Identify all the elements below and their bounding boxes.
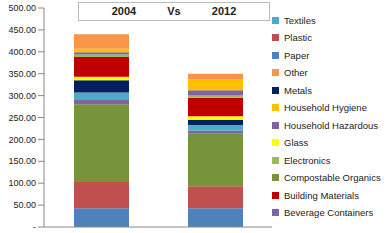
html-text:2004 Vs 2012: 2004 Vs 2012 bbox=[111, 5, 237, 17]
svg-text:250.00: 250.00 bbox=[8, 113, 36, 123]
html-text:Textiles: Textiles bbox=[284, 14, 316, 26]
svg-text:500.00: 500.00 bbox=[8, 3, 36, 13]
html-text:Household Hygiene: Household Hygiene bbox=[284, 102, 367, 114]
html-text:Electronics: Electronics bbox=[284, 154, 331, 166]
svg-text:100.00: 100.00 bbox=[8, 178, 36, 188]
svg-text:350.00: 350.00 bbox=[8, 69, 36, 79]
html-text:Paper: Paper bbox=[284, 49, 310, 61]
html-text:Plastic: Plastic bbox=[284, 32, 312, 44]
svg-text:300.00: 300.00 bbox=[8, 91, 36, 101]
html-text:Other: Other bbox=[284, 67, 308, 79]
svg-text:200.00: 200.00 bbox=[8, 135, 36, 145]
svg-text:400.00: 400.00 bbox=[8, 47, 36, 57]
html-text:Compostable Organics: Compostable Organics bbox=[284, 172, 381, 184]
html-text:Metals: Metals bbox=[284, 84, 312, 96]
html-text:Glass: Glass bbox=[284, 137, 309, 149]
svg-text:150.00: 150.00 bbox=[8, 156, 36, 166]
html-text:Household Hazardous: Household Hazardous bbox=[284, 119, 378, 131]
svg-text:-: - bbox=[33, 222, 36, 232]
svg-text:50.00: 50.00 bbox=[13, 200, 36, 210]
html-text:Beverage Containers: Beverage Containers bbox=[284, 207, 374, 219]
svg-text:450.00: 450.00 bbox=[8, 25, 36, 35]
html-text:Building Materials: Building Materials bbox=[284, 189, 359, 201]
